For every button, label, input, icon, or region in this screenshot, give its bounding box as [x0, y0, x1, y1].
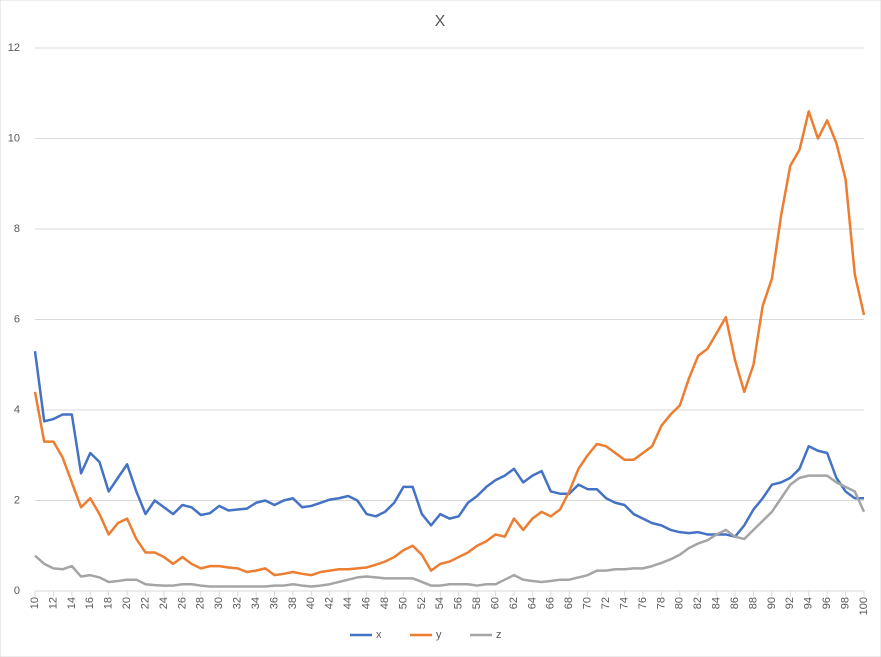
x-tick-label: 50: [397, 597, 409, 609]
x-tick-label: 70: [582, 597, 594, 609]
x-tick-label: 64: [526, 597, 538, 609]
x-tick-label: 82: [692, 597, 704, 609]
series-line: [33, 351, 864, 538]
x-tick-label: 60: [489, 597, 501, 609]
x-tick-label: 12: [47, 597, 59, 609]
x-tick-label: 38: [287, 597, 299, 609]
x-tick-label: 80: [674, 597, 686, 609]
x-tick-label: 52: [416, 597, 428, 609]
x-tick-label: 30: [213, 597, 225, 609]
x-tick-label: 20: [121, 597, 133, 609]
chart-title: X: [435, 13, 446, 30]
x-tick-label: 36: [268, 597, 280, 609]
x-tick-label: 46: [361, 597, 373, 609]
x-tick-label: 58: [471, 597, 483, 609]
x-tick-label: 24: [158, 597, 170, 609]
y-tick-label: 2: [14, 494, 20, 506]
x-tick-label: 100: [858, 597, 870, 615]
x-tick-label: 86: [729, 597, 741, 609]
series-line: [33, 110, 866, 577]
x-tick-label: 16: [84, 597, 96, 609]
legend-label: z: [496, 629, 502, 641]
series-line: [34, 474, 866, 588]
y-tick-label: 0: [14, 585, 20, 597]
x-tick-label: 48: [379, 597, 391, 609]
x-tick-label: 42: [324, 597, 336, 609]
y-tick-label: 10: [8, 132, 20, 144]
x-tick-label: 14: [66, 597, 78, 609]
x-tick-label: 26: [176, 597, 188, 609]
x-tick-label: 76: [637, 597, 649, 609]
x-tick-label: 10: [29, 597, 41, 609]
x-tick-label: 44: [342, 597, 354, 609]
legend-label: y: [436, 629, 442, 641]
x-tick-label: 40: [305, 597, 317, 609]
x-tick-label: 22: [139, 597, 151, 609]
x-tick-label: 84: [711, 597, 723, 609]
x-tick-label: 62: [508, 597, 520, 609]
x-tick-label: 98: [839, 597, 851, 609]
x-tick-label: 96: [821, 597, 833, 609]
y-tick-label: 6: [14, 313, 20, 325]
x-tick-label: 28: [195, 597, 207, 609]
x-tick-label: 66: [545, 597, 557, 609]
x-tick-label: 90: [766, 597, 778, 609]
x-tick-label: 74: [618, 597, 630, 609]
x-tick-label: 34: [250, 597, 262, 609]
x-tick-label: 56: [453, 597, 465, 609]
y-tick-label: 12: [8, 42, 20, 54]
x-tick-label: 92: [784, 597, 796, 609]
x-tick-label: 68: [563, 597, 575, 609]
x-tick-label: 18: [103, 597, 115, 609]
y-tick-label: 8: [14, 223, 20, 235]
legend-label: x: [376, 629, 382, 641]
x-tick-label: 72: [600, 597, 612, 609]
x-tick-label: 32: [232, 597, 244, 609]
y-tick-label: 4: [14, 404, 20, 416]
x-tick-label: 88: [747, 597, 759, 609]
x-tick-label: 94: [803, 597, 815, 609]
x-tick-label: 78: [655, 597, 667, 609]
x-tick-label: 54: [434, 597, 446, 609]
